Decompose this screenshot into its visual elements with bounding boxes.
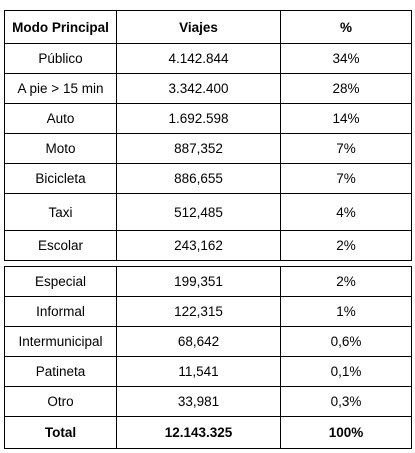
cell-mode: Informal <box>4 296 117 327</box>
cell-percent: 7% <box>280 163 412 194</box>
table-row: Público 4.142.844 34% <box>4 43 412 74</box>
cell-trips: 1.692.598 <box>116 103 281 134</box>
cell-percent: 7% <box>280 133 412 164</box>
cell-percent: 34% <box>280 43 412 74</box>
total-label: Total <box>4 416 117 449</box>
table-total-row: Total 12.143.325 100% <box>4 416 412 449</box>
table-row: A pie > 15 min 3.342.400 28% <box>4 73 412 104</box>
cell-percent: 1% <box>280 296 412 327</box>
trips-table-upper: Modo Principal Viajes % Público 4.142.84… <box>4 10 412 261</box>
cell-trips: 887,352 <box>116 133 281 164</box>
cell-mode: Público <box>4 43 117 74</box>
total-percent: 100% <box>280 416 412 449</box>
cell-trips: 4.142.844 <box>116 43 281 74</box>
total-trips: 12.143.325 <box>116 416 281 449</box>
cell-percent: 2% <box>280 266 412 297</box>
cell-trips: 3.342.400 <box>116 73 281 104</box>
table-header-row: Modo Principal Viajes % <box>4 10 412 44</box>
trips-table-lower: Especial 199,351 2% Informal 122,315 1% … <box>4 266 412 449</box>
cell-trips: 11,541 <box>116 356 281 387</box>
table-row: Escolar 243,162 2% <box>4 230 412 261</box>
cell-mode: Otro <box>4 386 117 417</box>
cell-trips: 122,315 <box>116 296 281 327</box>
header-trips: Viajes <box>116 10 281 44</box>
cell-percent: 14% <box>280 103 412 134</box>
header-percent: % <box>280 10 412 44</box>
cell-mode: Especial <box>4 266 117 297</box>
cell-percent: 28% <box>280 73 412 104</box>
cell-mode: A pie > 15 min <box>4 73 117 104</box>
cell-trips: 243,162 <box>116 230 281 261</box>
cell-trips: 199,351 <box>116 266 281 297</box>
cell-mode: Intermunicipal <box>4 326 117 357</box>
table-row: Patineta 11,541 0,1% <box>4 356 412 387</box>
cell-mode: Moto <box>4 133 117 164</box>
table-row: Otro 33,981 0,3% <box>4 386 412 417</box>
table-row: Taxi 512,485 4% <box>4 193 412 231</box>
cell-trips: 886,655 <box>116 163 281 194</box>
cell-mode: Bicicleta <box>4 163 117 194</box>
table-row: Bicicleta 886,655 7% <box>4 163 412 194</box>
cell-mode: Auto <box>4 103 117 134</box>
table-row: Auto 1.692.598 14% <box>4 103 412 134</box>
cell-percent: 0,6% <box>280 326 412 357</box>
table-row: Especial 199,351 2% <box>4 266 412 297</box>
cell-mode: Taxi <box>4 193 117 231</box>
cell-percent: 0,1% <box>280 356 412 387</box>
cell-mode: Escolar <box>4 230 117 261</box>
table-row: Informal 122,315 1% <box>4 296 412 327</box>
table-row: Intermunicipal 68,642 0,6% <box>4 326 412 357</box>
cell-trips: 33,981 <box>116 386 281 417</box>
cell-trips: 512,485 <box>116 193 281 231</box>
cell-percent: 2% <box>280 230 412 261</box>
cell-percent: 4% <box>280 193 412 231</box>
cell-percent: 0,3% <box>280 386 412 417</box>
header-mode: Modo Principal <box>4 10 117 44</box>
table-row: Moto 887,352 7% <box>4 133 412 164</box>
cell-mode: Patineta <box>4 356 117 387</box>
cell-trips: 68,642 <box>116 326 281 357</box>
